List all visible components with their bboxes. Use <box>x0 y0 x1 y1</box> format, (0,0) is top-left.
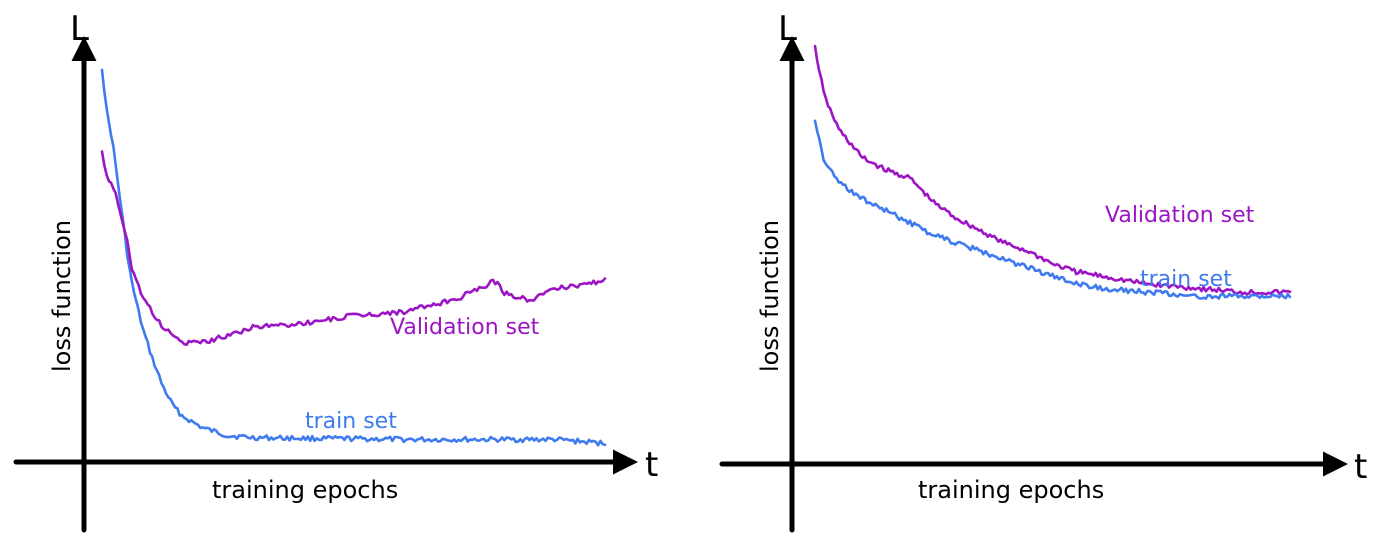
series-label-validation-right: Validation set <box>1105 203 1255 228</box>
plot-area-right <box>813 44 1292 300</box>
series-label-validation-left: Validation set <box>390 315 540 340</box>
x-axis-label-left: training epochs <box>212 476 398 504</box>
series-line-validation-set-left <box>100 150 607 346</box>
series-label-train-right: train set <box>1140 267 1232 292</box>
y-axis-label-right: loss function <box>756 220 784 372</box>
series-line-train-set-right <box>813 119 1292 300</box>
series-line-validation-set-right <box>813 44 1292 296</box>
y-axis-letter-left: L <box>70 9 89 49</box>
plot-area-left <box>100 68 607 447</box>
x-axis-letter-left: t <box>645 445 658 485</box>
y-axis-letter-right: L <box>778 9 797 49</box>
series-line-train-set-left <box>100 68 607 447</box>
x-axis-letter-right: t <box>1354 447 1367 487</box>
y-axis-label-left: loss function <box>48 220 76 372</box>
series-label-train-left: train set <box>305 409 397 434</box>
chart-right: L t loss function training epochs Valida… <box>719 9 1367 533</box>
chart-left: L t loss function training epochs Valida… <box>13 9 658 533</box>
x-axis-label-right: training epochs <box>918 476 1104 504</box>
